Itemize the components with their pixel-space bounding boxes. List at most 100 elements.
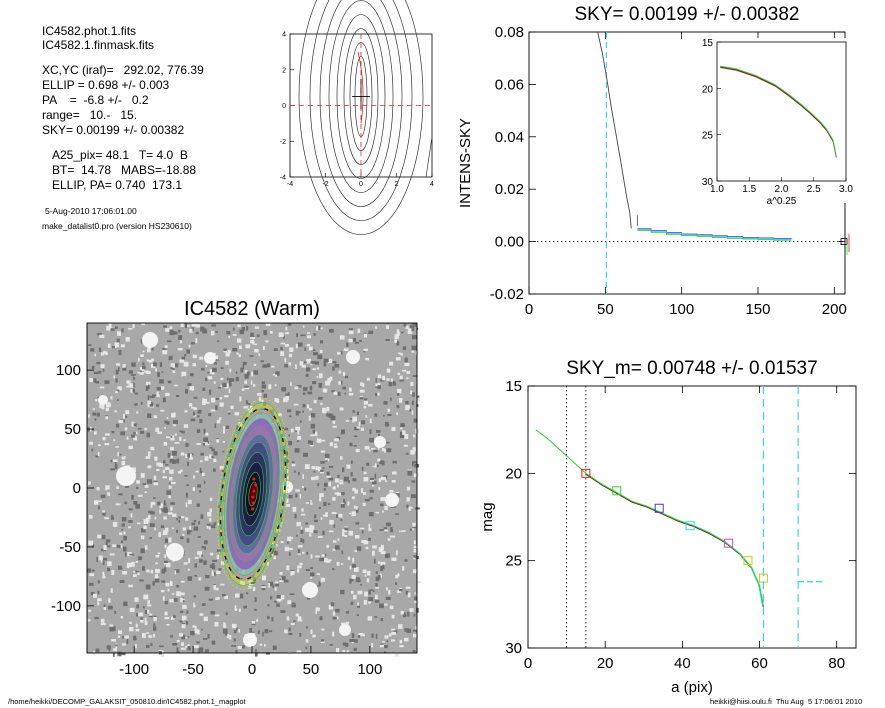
noise-speck — [165, 392, 170, 397]
noise-speck — [359, 389, 365, 393]
noise-speck — [317, 354, 323, 360]
noise-speck — [146, 359, 151, 362]
noise-speck — [162, 530, 168, 536]
noise-speck — [144, 427, 147, 431]
noise-speck — [380, 545, 385, 551]
noise-speck — [395, 493, 400, 498]
mag-ylabel: mag — [479, 502, 496, 531]
noise-speck — [377, 464, 379, 467]
noise-speck — [203, 480, 206, 484]
noise-speck — [409, 528, 413, 531]
noise-speck — [281, 436, 286, 439]
noise-speck — [387, 408, 390, 413]
noise-speck — [242, 426, 248, 430]
noise-speck — [174, 569, 180, 573]
noise-speck — [128, 370, 133, 374]
noise-speck — [147, 400, 151, 405]
noise-speck — [256, 415, 258, 420]
noise-speck — [239, 580, 243, 585]
noise-speck — [136, 480, 140, 484]
noise-speck — [319, 616, 323, 621]
noise-speck — [327, 503, 331, 505]
noise-speck — [117, 452, 119, 457]
noise-speck — [288, 434, 291, 437]
noise-speck — [264, 644, 266, 647]
noise-speck — [135, 503, 141, 509]
noise-speck — [366, 578, 370, 583]
noise-speck — [105, 351, 108, 356]
noise-speck — [407, 592, 411, 598]
noise-speck — [394, 582, 397, 585]
noise-speck — [186, 461, 190, 466]
noise-speck — [309, 528, 314, 533]
noise-speck — [341, 429, 346, 434]
noise-speck — [209, 517, 212, 522]
noise-speck — [126, 565, 129, 569]
noise-speck — [250, 380, 253, 385]
noise-speck — [122, 546, 127, 552]
noise-speck — [149, 402, 154, 407]
noise-speck — [164, 345, 168, 349]
noise-speck — [237, 646, 242, 649]
noise-speck — [291, 463, 296, 467]
noise-speck — [222, 382, 227, 388]
noise-speck — [192, 363, 196, 367]
noise-speck — [371, 550, 375, 556]
noise-speck — [414, 596, 418, 601]
noise-speck — [285, 326, 288, 331]
noise-speck — [142, 606, 145, 609]
noise-speck — [110, 517, 115, 520]
noise-speck — [386, 441, 390, 444]
noise-speck — [253, 363, 257, 366]
noise-speck — [124, 427, 128, 431]
noise-speck — [145, 381, 151, 386]
noise-speck — [279, 449, 284, 452]
noise-speck — [112, 652, 115, 657]
noise-speck — [310, 423, 316, 429]
noise-speck — [113, 439, 116, 442]
noise-speck — [413, 473, 419, 478]
noise-speck — [328, 358, 333, 364]
noise-speck — [254, 597, 257, 602]
noise-speck — [169, 447, 174, 451]
noise-speck — [335, 648, 340, 653]
noise-speck — [375, 393, 379, 397]
noise-speck — [272, 585, 275, 589]
noise-speck — [380, 566, 384, 572]
noise-speck — [280, 541, 284, 543]
noise-speck — [281, 575, 286, 581]
noise-speck — [165, 527, 169, 532]
noise-speck — [177, 348, 183, 351]
noise-speck — [198, 521, 201, 525]
noise-speck — [351, 564, 357, 568]
noise-speck — [202, 400, 206, 405]
noise-speck — [174, 441, 180, 444]
noise-speck — [285, 459, 289, 464]
noise-speck — [411, 410, 414, 415]
noise-speck — [404, 434, 409, 440]
noise-speck — [265, 323, 271, 327]
noise-speck — [368, 601, 371, 604]
inset-xtick-label: 1.0 — [710, 184, 724, 195]
noise-speck — [331, 389, 335, 393]
noise-speck — [133, 423, 137, 427]
noise-speck — [190, 342, 195, 345]
noise-speck — [368, 589, 371, 595]
noise-speck — [266, 561, 269, 566]
noise-speck — [143, 525, 147, 530]
noise-speck — [102, 561, 105, 565]
noise-speck — [133, 574, 137, 578]
noise-speck — [304, 487, 307, 491]
noise-speck — [103, 350, 106, 354]
noise-speck — [405, 586, 411, 589]
noise-speck — [151, 358, 154, 361]
noise-speck — [332, 548, 336, 551]
noise-speck — [102, 437, 106, 441]
noise-speck — [232, 347, 238, 352]
noise-speck — [197, 415, 200, 418]
noise-speck — [105, 407, 109, 412]
noise-speck — [353, 567, 359, 572]
noise-speck — [320, 639, 325, 642]
noise-speck — [355, 448, 360, 453]
noise-speck — [281, 387, 287, 392]
